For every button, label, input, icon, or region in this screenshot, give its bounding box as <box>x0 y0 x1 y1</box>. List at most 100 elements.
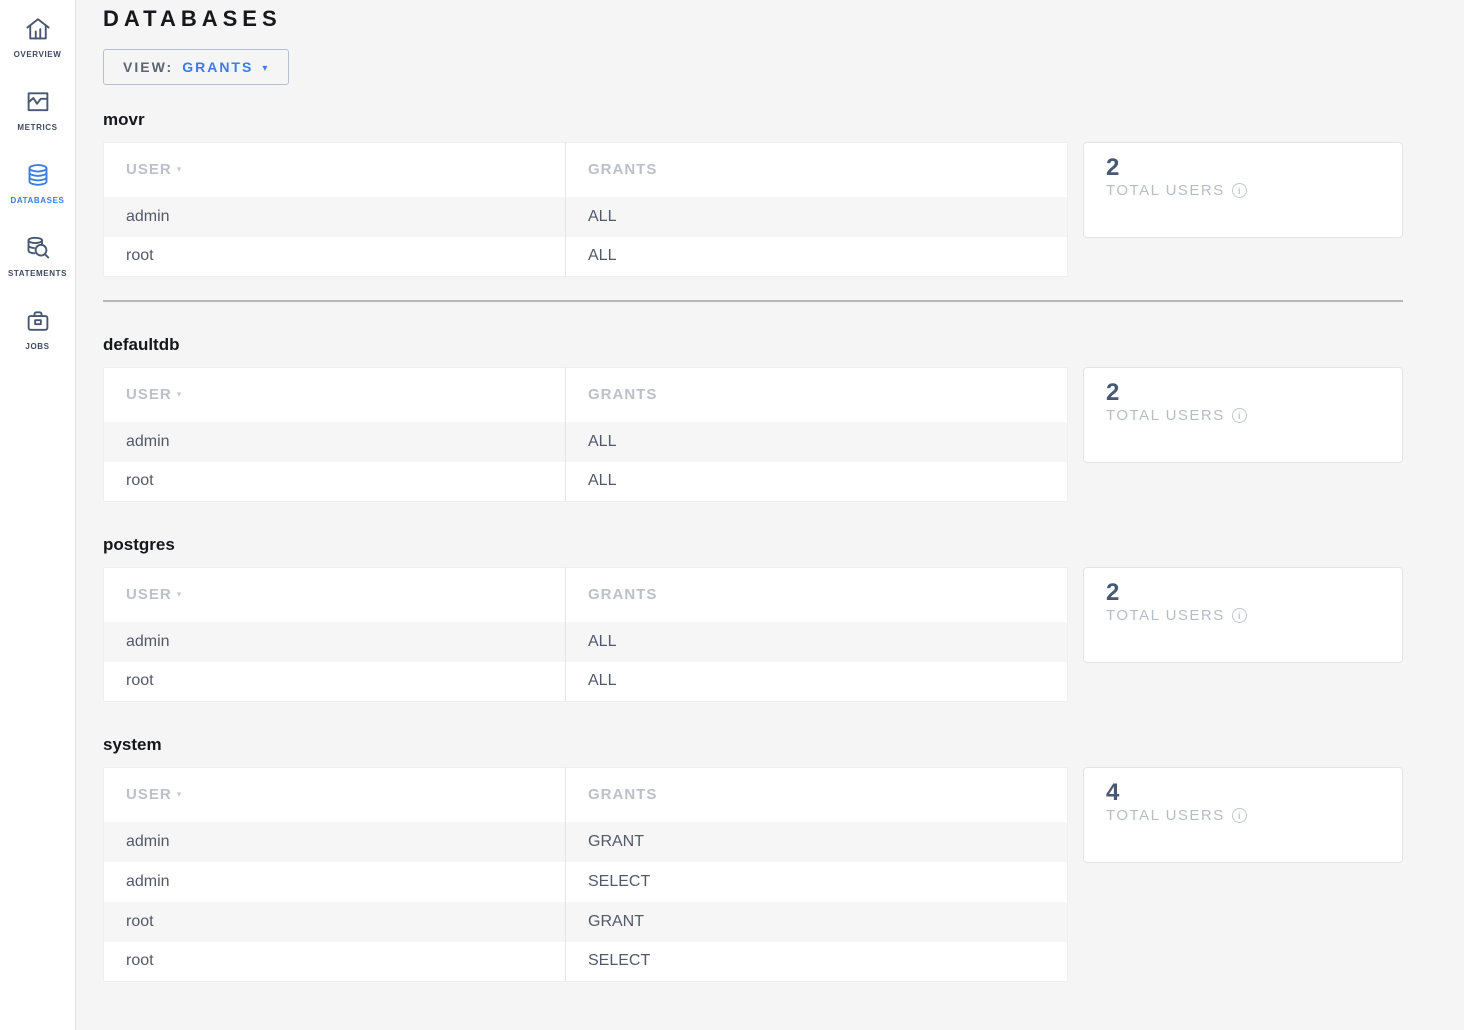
grant-row: root ALL <box>103 461 1068 502</box>
chevron-down-icon: ▾ <box>262 62 270 74</box>
user-column-header[interactable]: USER ▾ <box>103 567 566 622</box>
info-icon[interactable]: i <box>1231 608 1247 624</box>
grant-row: root GRANT <box>103 901 1068 942</box>
table-header-row: USER ▾ GRANTS <box>103 567 1068 622</box>
sidebar-item-label: JOBS <box>25 342 50 351</box>
total-users-card: 4 TOTAL USERS i <box>1083 767 1403 863</box>
total-users-card: 2 TOTAL USERS i <box>1083 142 1403 238</box>
grants-column-header: GRANTS <box>565 142 1068 197</box>
database-name: defaultdb <box>103 335 180 354</box>
grants-table: USER ▾ GRANTS admin ALL root ALL <box>103 142 1068 277</box>
user-column-header[interactable]: USER ▾ <box>103 767 566 822</box>
sort-caret-icon: ▾ <box>176 589 183 600</box>
sidebar-item-label: DATABASES <box>10 196 65 205</box>
view-dropdown[interactable]: VIEW: GRANTS ▾ <box>103 49 290 85</box>
grants-cell: ALL <box>588 432 617 450</box>
sidebar-item-label: OVERVIEW <box>13 50 62 59</box>
database-section: defaultdb USER ▾ GRANTS admin ALL root ALL 2… <box>103 335 1464 502</box>
home-icon <box>22 13 54 45</box>
database-section: system USER ▾ GRANTS admin GRANT admin SELEC… <box>103 735 1464 982</box>
user-cell: admin <box>103 421 566 462</box>
main-content: DATABASES VIEW: GRANTS ▾ movr USER ▾ GRAN… <box>76 0 1464 1030</box>
section-row: USER ▾ GRANTS admin ALL root ALL 2 TOTAL USE… <box>103 567 1464 702</box>
grants-column-header: GRANTS <box>565 367 1068 422</box>
jobs-icon <box>22 305 54 337</box>
grants-cell: ALL <box>588 472 617 490</box>
grants-cell: GRANT <box>588 912 644 930</box>
sidebar-item-label: METRICS <box>17 123 58 132</box>
total-users-count: 2 <box>1106 379 1120 406</box>
section-row: USER ▾ GRANTS admin ALL root ALL 2 TOTAL USE… <box>103 142 1464 277</box>
grant-row: admin GRANT <box>103 821 1068 862</box>
grant-row: admin SELECT <box>103 861 1068 902</box>
info-icon[interactable]: i <box>1231 808 1247 824</box>
database-icon <box>22 159 54 191</box>
total-users-count: 2 <box>1106 154 1120 181</box>
sort-caret-icon: ▾ <box>176 164 183 175</box>
grants-cell: ALL <box>588 247 617 265</box>
table-header-row: USER ▾ GRANTS <box>103 767 1068 822</box>
sidebar: OVERVIEW METRICS DATABASES <box>0 0 76 1030</box>
sidebar-item-jobs[interactable]: JOBS <box>0 305 75 351</box>
grants-cell: SELECT <box>588 872 651 890</box>
user-cell: root <box>103 901 566 942</box>
total-users-count: 4 <box>1106 779 1120 806</box>
user-cell: root <box>103 461 566 502</box>
section-row: USER ▾ GRANTS admin ALL root ALL 2 TOTAL USE… <box>103 367 1464 502</box>
grants-table: USER ▾ GRANTS admin GRANT admin SELECT root GR… <box>103 767 1068 982</box>
total-users-label: TOTAL USERS i <box>1106 607 1380 624</box>
grant-row: root ALL <box>103 661 1068 702</box>
total-users-label: TOTAL USERS i <box>1106 407 1380 424</box>
total-users-label: TOTAL USERS i <box>1106 807 1380 824</box>
user-cell: admin <box>103 621 566 662</box>
statements-icon <box>22 232 54 264</box>
total-users-label: TOTAL USERS i <box>1106 182 1380 199</box>
sidebar-item-metrics[interactable]: METRICS <box>0 86 75 132</box>
sidebar-item-statements[interactable]: STATEMENTS <box>0 232 75 278</box>
database-section: postgres USER ▾ GRANTS admin ALL root ALL 2 … <box>103 535 1464 702</box>
grant-row: admin ALL <box>103 621 1068 662</box>
info-icon[interactable]: i <box>1231 183 1247 199</box>
grants-table: USER ▾ GRANTS admin ALL root ALL <box>103 367 1068 502</box>
grants-cell: SELECT <box>588 952 651 970</box>
user-column-header[interactable]: USER ▾ <box>103 142 566 197</box>
database-name: postgres <box>103 535 175 554</box>
user-column-header[interactable]: USER ▾ <box>103 367 566 422</box>
sort-caret-icon: ▾ <box>176 389 183 400</box>
grants-cell: ALL <box>588 207 617 225</box>
page-title: DATABASES <box>103 6 282 31</box>
database-name: system <box>103 735 162 754</box>
sort-caret-icon: ▾ <box>176 789 183 800</box>
grants-cell: ALL <box>588 672 617 690</box>
view-dropdown-value: GRANTS <box>182 59 254 75</box>
database-sections: movr USER ▾ GRANTS admin ALL root ALL 2 TOTA… <box>103 110 1464 982</box>
database-section: movr USER ▾ GRANTS admin ALL root ALL 2 TOTA… <box>103 110 1464 302</box>
grants-table: USER ▾ GRANTS admin ALL root ALL <box>103 567 1068 702</box>
user-cell: root <box>103 941 566 982</box>
total-users-count: 2 <box>1106 579 1120 606</box>
section-divider <box>103 300 1403 302</box>
info-icon[interactable]: i <box>1231 408 1247 424</box>
grants-cell: ALL <box>588 632 617 650</box>
sidebar-item-label: STATEMENTS <box>7 269 68 278</box>
user-cell: admin <box>103 861 566 902</box>
user-cell: admin <box>103 821 566 862</box>
grant-row: admin ALL <box>103 196 1068 237</box>
table-header-row: USER ▾ GRANTS <box>103 142 1068 197</box>
grants-column-header: GRANTS <box>565 567 1068 622</box>
grant-row: root ALL <box>103 236 1068 277</box>
metrics-icon <box>22 86 54 118</box>
section-row: USER ▾ GRANTS admin GRANT admin SELECT root GR… <box>103 767 1464 982</box>
database-name: movr <box>103 110 145 129</box>
sidebar-item-overview[interactable]: OVERVIEW <box>0 13 75 59</box>
view-dropdown-label: VIEW: <box>123 59 174 75</box>
total-users-card: 2 TOTAL USERS i <box>1083 367 1403 463</box>
sidebar-item-databases[interactable]: DATABASES <box>0 159 75 205</box>
user-cell: root <box>103 236 566 277</box>
grants-column-header: GRANTS <box>565 767 1068 822</box>
total-users-card: 2 TOTAL USERS i <box>1083 567 1403 663</box>
grant-row: root SELECT <box>103 941 1068 982</box>
grants-cell: GRANT <box>588 832 644 850</box>
table-header-row: USER ▾ GRANTS <box>103 367 1068 422</box>
